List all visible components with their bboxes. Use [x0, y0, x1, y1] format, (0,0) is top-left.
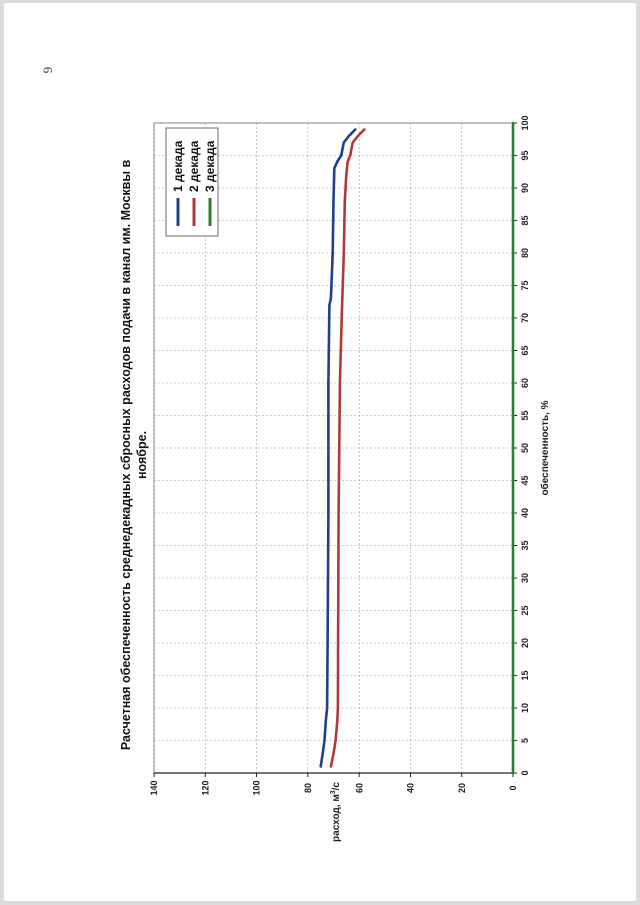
- y-tick-label: 60: [354, 783, 364, 793]
- x-tick-label: 95: [520, 150, 530, 160]
- y-tick-label: 0: [508, 785, 518, 790]
- x-tick-label: 35: [520, 540, 530, 550]
- y-tick-label: 140: [149, 780, 159, 795]
- legend-label: 2 декада: [187, 140, 201, 192]
- x-tick-label: 60: [520, 378, 530, 388]
- x-tick-label: 85: [520, 215, 530, 225]
- x-tick-label: 15: [520, 670, 530, 680]
- x-tick-label: 30: [520, 573, 530, 583]
- x-tick-label: 50: [520, 443, 530, 453]
- x-axis-title: обеспеченность, %: [539, 400, 551, 495]
- x-tick-label: 65: [520, 345, 530, 355]
- x-tick-label: 55: [520, 410, 530, 420]
- x-tick-label: 90: [520, 183, 530, 193]
- y-tick-label: 40: [406, 783, 416, 793]
- legend-label: 1 декада: [171, 140, 185, 192]
- y-tick-label: 80: [303, 783, 313, 793]
- x-tick-label: 100: [520, 115, 530, 130]
- x-tick-label: 70: [520, 313, 530, 323]
- y-tick-label: 20: [457, 783, 467, 793]
- x-tick-label: 5: [520, 738, 530, 743]
- y-tick-label: 120: [200, 780, 210, 795]
- x-tick-label: 80: [520, 248, 530, 258]
- legend-label: 3 декада: [203, 140, 217, 192]
- chart-title-line: Расчетная обеспеченность среднедекадных …: [119, 160, 133, 751]
- x-tick-label: 10: [520, 703, 530, 713]
- x-tick-label: 20: [520, 638, 530, 648]
- x-tick-label: 75: [520, 280, 530, 290]
- series-line: [319, 128, 357, 768]
- x-tick-label: 25: [520, 605, 530, 615]
- series-line: [329, 128, 366, 768]
- y-tick-label: 100: [252, 780, 262, 795]
- plot-area: 0 5 10 15 20 25 30 35 40 45 50 55 60 65 70 75 80 85 90 95 10…: [119, 115, 551, 841]
- y-axis-title: расход, м3/с: [330, 782, 342, 842]
- chart-title-line: ноябре.: [135, 431, 149, 479]
- x-tick-label: 45: [520, 475, 530, 485]
- x-tick-label: 40: [520, 508, 530, 518]
- x-tick-label: 0: [520, 770, 530, 775]
